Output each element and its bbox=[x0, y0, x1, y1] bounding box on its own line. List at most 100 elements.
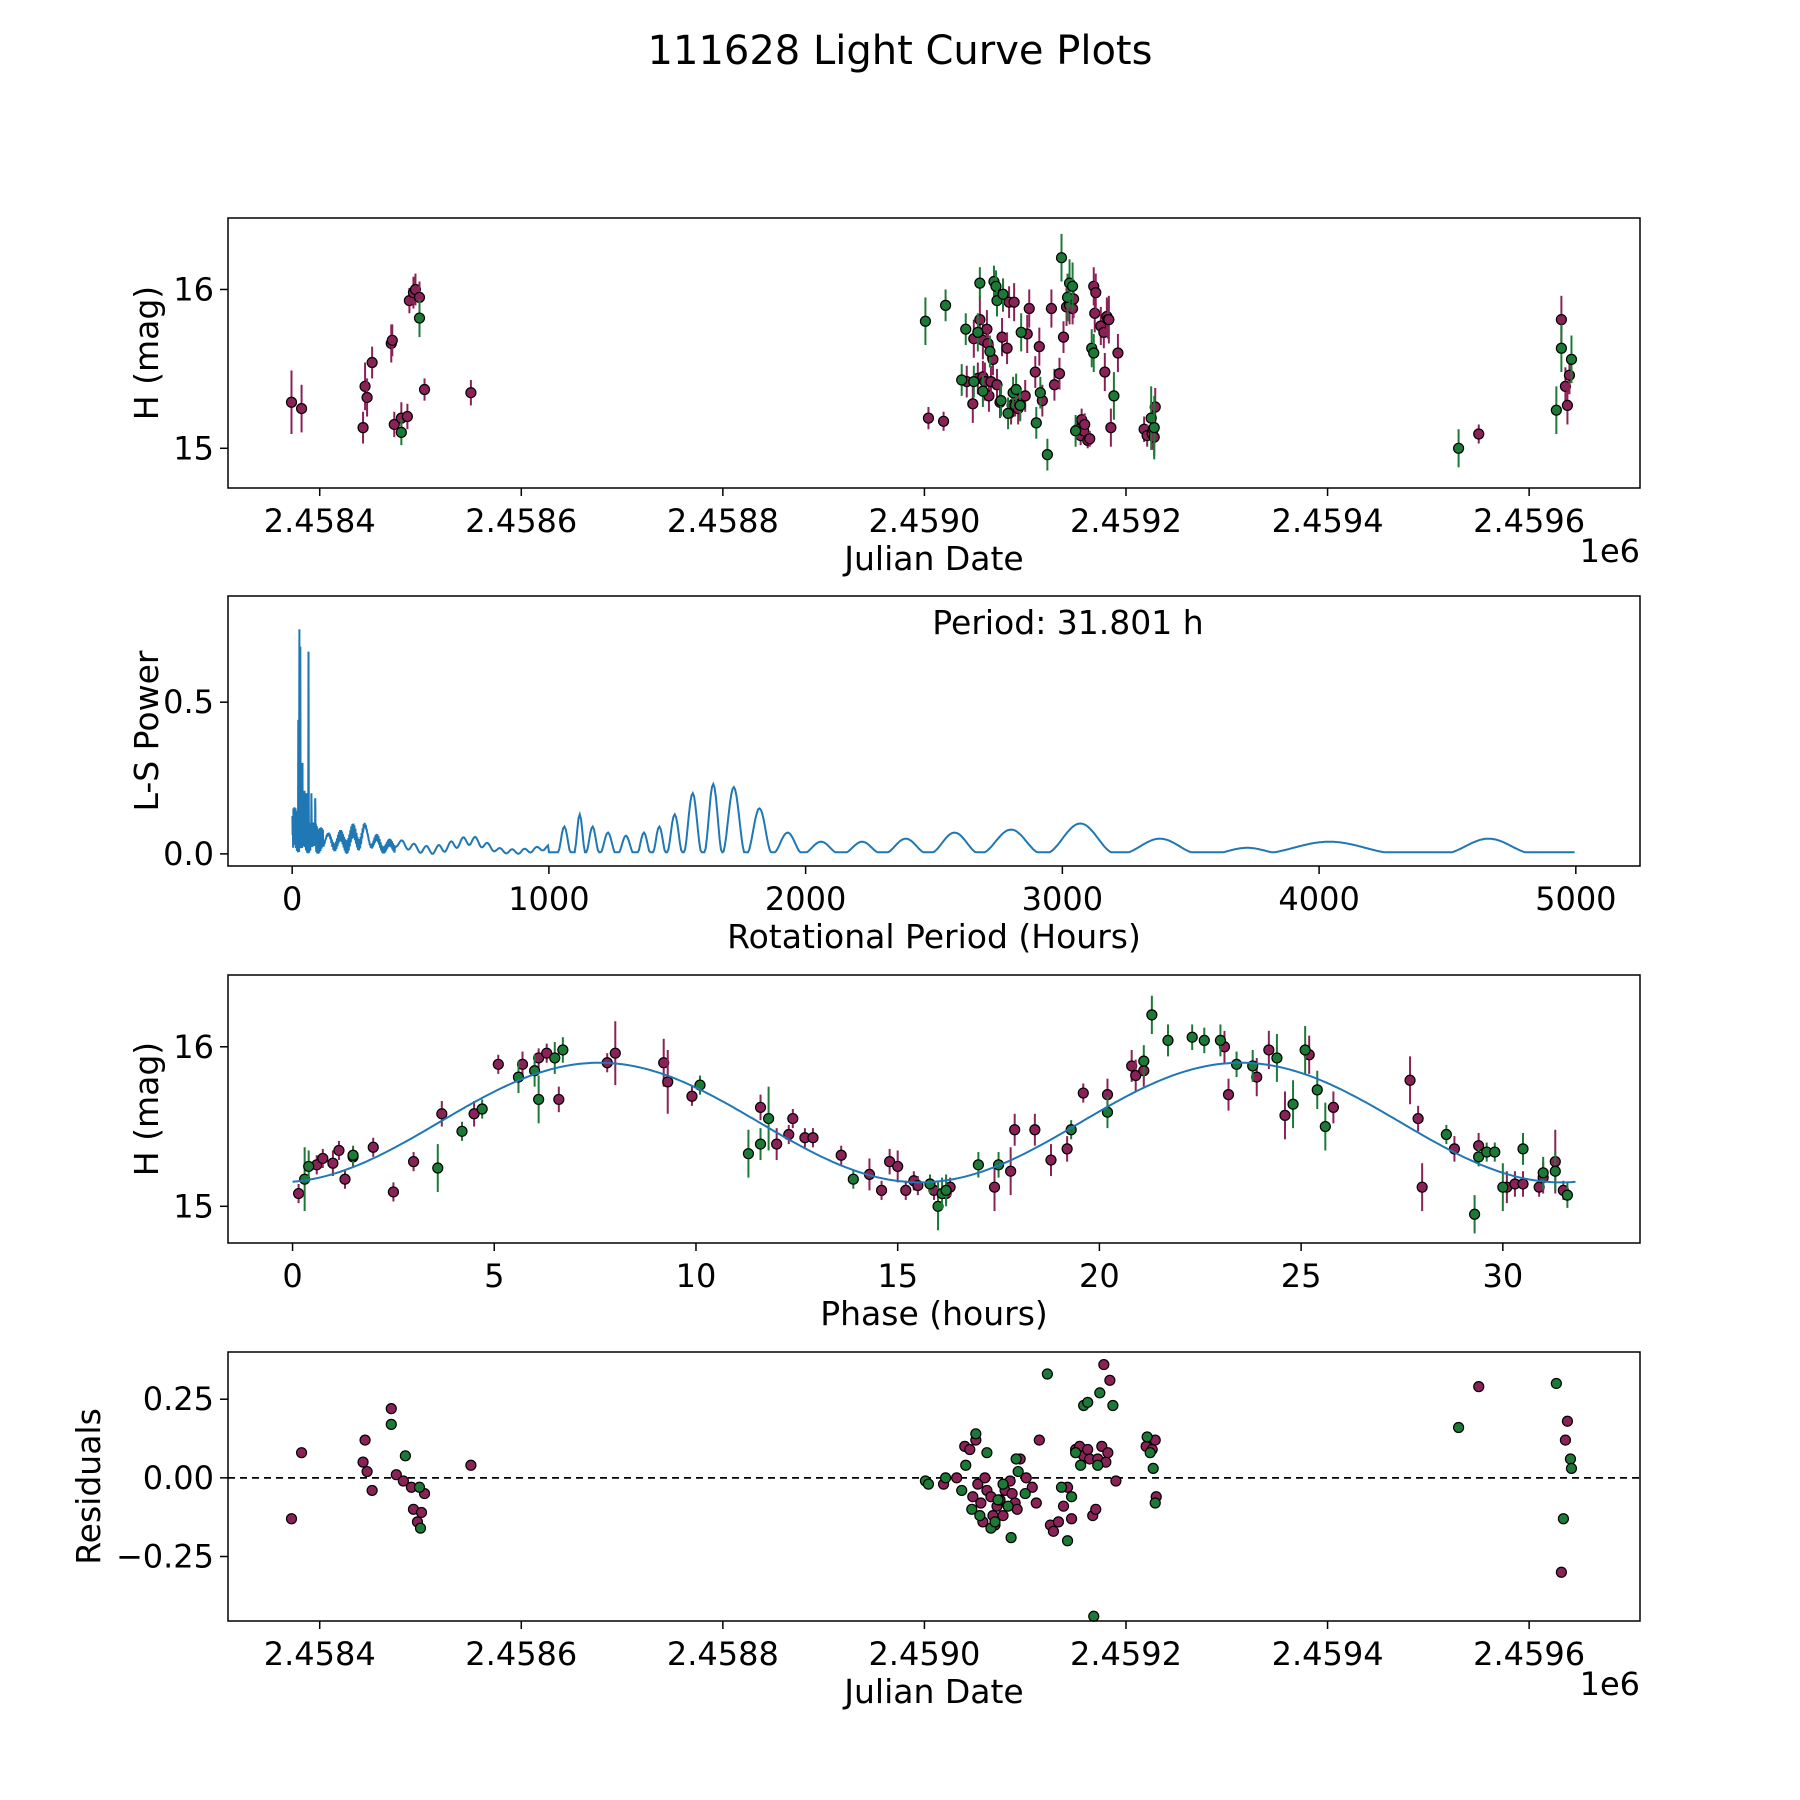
data-point-maroon bbox=[754, 1101, 767, 1114]
data-point-green bbox=[939, 1472, 952, 1484]
data-point-maroon bbox=[1102, 1447, 1114, 1459]
data-point-maroon bbox=[327, 1157, 339, 1169]
data-point-maroon bbox=[285, 1513, 298, 1525]
data-point-maroon bbox=[1009, 1124, 1021, 1136]
data-point-green bbox=[1452, 1421, 1465, 1434]
data-point-green bbox=[966, 1503, 978, 1515]
data-point-maroon bbox=[922, 412, 935, 424]
data-point-maroon bbox=[492, 1058, 504, 1070]
data-point-maroon bbox=[1019, 390, 1031, 402]
data-point-green bbox=[1230, 1058, 1243, 1070]
data-point-green bbox=[919, 315, 932, 327]
data-point-green bbox=[1148, 422, 1160, 434]
data-point-maroon bbox=[1099, 366, 1111, 378]
data-point-green bbox=[922, 1478, 935, 1490]
x-tick-label: 2.4586 bbox=[465, 1635, 577, 1673]
data-point-green bbox=[939, 299, 952, 311]
data-point-maroon bbox=[366, 1484, 378, 1497]
data-point-green bbox=[1311, 1084, 1323, 1096]
data-point-green bbox=[742, 1148, 755, 1160]
data-point-maroon bbox=[996, 331, 1008, 343]
data-point-green bbox=[1565, 353, 1578, 365]
x-tick-label: 2.4590 bbox=[868, 502, 980, 540]
data-point-green bbox=[1271, 1052, 1283, 1064]
data-point-maroon bbox=[1001, 342, 1013, 354]
data-point-maroon bbox=[975, 1497, 987, 1509]
x-tick-label: 2.4590 bbox=[868, 1635, 980, 1673]
data-point-green bbox=[1473, 1151, 1485, 1163]
x-tick-label: 2.4596 bbox=[1473, 502, 1585, 540]
y-tick-label: 15 bbox=[173, 429, 214, 467]
x-tick-label: 2000 bbox=[765, 880, 846, 918]
data-point-maroon bbox=[388, 418, 400, 431]
data-point-green bbox=[995, 395, 1007, 407]
data-point-maroon bbox=[1008, 296, 1020, 308]
x-tick-label: 2.4584 bbox=[264, 502, 376, 540]
data-point-maroon bbox=[295, 1447, 308, 1459]
data-point-maroon bbox=[390, 1469, 402, 1481]
data-point-maroon bbox=[964, 1443, 976, 1456]
data-point-green bbox=[1198, 1034, 1210, 1047]
data-point-maroon bbox=[1089, 307, 1101, 319]
data-point-maroon bbox=[1473, 1381, 1485, 1393]
data-point-green bbox=[970, 1428, 982, 1440]
data-point-maroon bbox=[967, 398, 979, 410]
data-point-maroon bbox=[884, 1156, 896, 1168]
data-point-maroon bbox=[1412, 1112, 1424, 1125]
data-point-green bbox=[1108, 390, 1120, 402]
data-point-maroon bbox=[1563, 369, 1576, 381]
data-point-maroon bbox=[1052, 1516, 1065, 1528]
data-point-green bbox=[754, 1138, 767, 1150]
data-point-maroon bbox=[386, 334, 398, 346]
data-point-green bbox=[1141, 1431, 1153, 1443]
data-point-green bbox=[1015, 326, 1027, 338]
data-point-maroon bbox=[1005, 1165, 1017, 1177]
x-tick-label: 15 bbox=[877, 1257, 918, 1295]
x-tick-label: 3000 bbox=[1022, 880, 1103, 918]
plot-frame bbox=[227, 1351, 1641, 1622]
x-axis-label: Rotational Period (Hours) bbox=[727, 917, 1141, 956]
x-tick-label: 2.4592 bbox=[1070, 1635, 1182, 1673]
data-point-maroon bbox=[686, 1090, 698, 1102]
data-point-green bbox=[1107, 1399, 1119, 1412]
data-point-green bbox=[1564, 1453, 1577, 1465]
data-point-maroon bbox=[397, 1475, 409, 1487]
data-point-green bbox=[1055, 1481, 1068, 1493]
data-point-green bbox=[1070, 1447, 1082, 1459]
data-point-maroon bbox=[553, 1093, 565, 1106]
data-point-maroon bbox=[1105, 422, 1117, 434]
data-point-green bbox=[1070, 425, 1082, 437]
data-point-green bbox=[303, 1160, 315, 1173]
data-point-maroon bbox=[609, 1047, 621, 1059]
x-axis-label: Phase (hours) bbox=[820, 1294, 1048, 1333]
data-point-maroon bbox=[361, 391, 373, 404]
data-point-maroon bbox=[465, 1459, 477, 1471]
panel-2: Period: 31.801 h 0 1000 2000 3000 4000 5000 0.0… bbox=[127, 595, 1641, 956]
data-point-maroon bbox=[787, 1112, 799, 1125]
data-point-maroon bbox=[1327, 1101, 1339, 1114]
data-point-maroon bbox=[662, 1076, 674, 1088]
data-point-green bbox=[1065, 1491, 1078, 1503]
data-point-maroon bbox=[771, 1138, 783, 1150]
panel-1: 2.4584 2.4586 2.4588 2.4590 2.4592 2.4594 2.45… bbox=[127, 217, 1641, 578]
data-point-maroon bbox=[967, 1491, 979, 1503]
data-point-green bbox=[762, 1112, 775, 1125]
data-point-green bbox=[940, 1184, 952, 1196]
data-point-green bbox=[456, 1125, 468, 1137]
data-point-green bbox=[989, 1516, 1001, 1528]
data-point-green bbox=[1489, 1146, 1501, 1158]
data-point-maroon bbox=[418, 383, 431, 396]
x-tick-label: 2.4594 bbox=[1272, 502, 1384, 540]
x-tick-label: 25 bbox=[1281, 1257, 1322, 1295]
data-point-green bbox=[972, 326, 984, 338]
data-point-green bbox=[1002, 1500, 1014, 1512]
data-point-green bbox=[992, 1494, 1004, 1506]
data-point-green bbox=[1561, 1189, 1573, 1201]
data-point-green bbox=[960, 323, 972, 335]
data-point-maroon bbox=[1559, 1434, 1572, 1446]
x-tick-label: 20 bbox=[1079, 1257, 1120, 1295]
data-point-green bbox=[1055, 252, 1068, 264]
panel-3: 0 5 10 15 20 25 30 15 16 Phase (hours) H (mag) bbox=[127, 974, 1641, 1333]
data-point-maroon bbox=[1112, 347, 1124, 359]
data-point-green bbox=[956, 1484, 968, 1497]
